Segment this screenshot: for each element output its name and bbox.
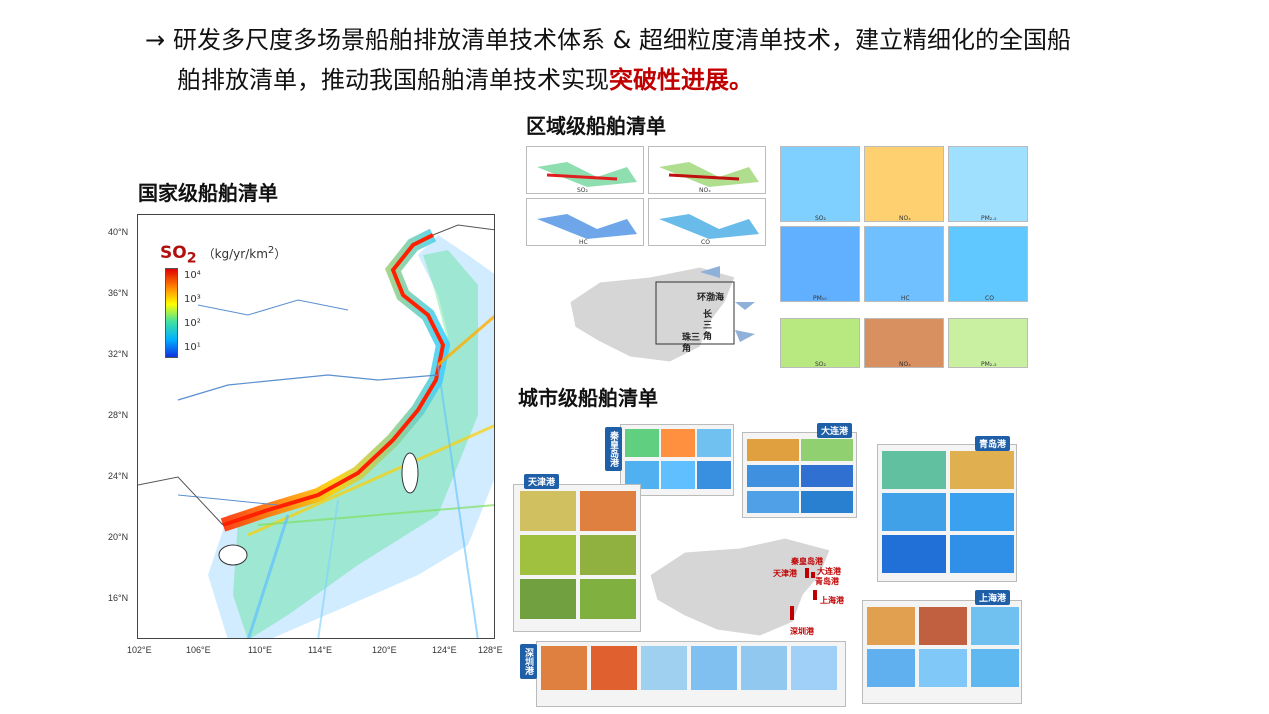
map-label-yrd: 长三角 (703, 310, 713, 342)
city-label-shenzhen: 深圳港 (790, 627, 814, 636)
thumb-label: SO₂ (815, 361, 826, 368)
prd-thumb: NOₓ (864, 318, 944, 368)
lat-label: 20°N (108, 532, 129, 542)
city-title: 城市级船舶清单 (518, 386, 658, 410)
lat-label: 36°N (108, 288, 129, 298)
qingdao-panel (877, 444, 1017, 582)
lon-label: 128°E (478, 645, 503, 655)
arrow-right-icon: → (145, 26, 166, 54)
yrd-thumb: HC (864, 226, 944, 302)
headline-line1: 研发多尺度多场景船舶排放清单技术体系 & 超细粒度清单技术，建立精细化的全国船 (173, 26, 1071, 54)
cbar-tick: 10³ (184, 294, 201, 305)
national-map-svg (138, 224, 494, 638)
thumb-label: SO₂ (577, 187, 588, 194)
bohai-thumb-so2: SO₂ (526, 146, 644, 194)
prd-thumb: PM₂.₅ (948, 318, 1028, 368)
colorbar (165, 268, 178, 358)
city-label-shanghai: 上海港 (820, 596, 844, 605)
cbar-tick: 10² (184, 318, 201, 329)
lon-label: 106°E (186, 645, 211, 655)
shanghai-panel (862, 600, 1022, 704)
dalian-panel (742, 432, 857, 518)
thumb-label: NOₓ (899, 361, 911, 368)
lat-label: 32°N (108, 349, 129, 359)
city-label-tianjin: 天津港 (773, 569, 797, 578)
map-label-bohai: 环渤海 (697, 293, 725, 303)
shenzhen-panel (536, 641, 846, 707)
headline-highlight: 突破性进展。 (609, 66, 753, 94)
city-label-dalian: 大连港 (817, 567, 841, 576)
lat-label: 40°N (108, 227, 129, 237)
thumb-label: PM₂.₅ (981, 215, 997, 222)
headline-line2: 舶排放清单，推动我国船舶清单技术实现 (177, 66, 609, 94)
port-tag-tianjin: 天津港 (524, 474, 560, 489)
thumb-label: CO (701, 239, 710, 246)
lon-label: 114°E (308, 645, 332, 655)
thumb-label: PM₁₀ (813, 295, 827, 302)
port-tag-qingdao: 青岛港 (975, 436, 1011, 451)
thumb-label: HC (901, 295, 910, 302)
cbar-tick: 10¹ (184, 342, 201, 353)
city-china-map (649, 537, 831, 637)
lat-label: 16°N (108, 593, 129, 603)
lat-label: 24°N (108, 471, 129, 481)
thumb-label: SO₂ (815, 215, 826, 222)
pollutant-label: SO (160, 243, 187, 263)
unit-sup: 2 (267, 245, 275, 256)
headline: → 研发多尺度多场景船舶排放清单技术体系 & 超细粒度清单技术，建立精细化的全国船… (145, 20, 1255, 100)
pollutant-sub: 2 (186, 250, 197, 267)
bohai-thumb-nox: NOₓ (648, 146, 766, 194)
lon-label: 120°E (372, 645, 397, 655)
thumb-label: HC (579, 239, 588, 246)
unit-end: ） (274, 247, 287, 261)
lon-label: 102°E (127, 645, 152, 655)
yrd-thumb: PM₂.₅ (948, 146, 1028, 222)
port-tag-shanghai: 上海港 (975, 590, 1011, 605)
yrd-thumb: SO₂ (780, 146, 860, 222)
port-tag-qinhuangdao: 秦皇岛港 (605, 427, 622, 471)
lat-label: 28°N (108, 410, 129, 420)
bohai-thumb-co: CO (648, 198, 766, 246)
port-tag-dalian: 大连港 (817, 423, 853, 438)
regional-title: 区域级船舶清单 (526, 114, 666, 138)
yrd-thumb: NOₓ (864, 146, 944, 222)
regional-china-map (569, 266, 755, 363)
map-label-prd: 珠三角 (682, 333, 701, 354)
city-label-qingdao: 青岛港 (815, 577, 839, 586)
lon-label: 110°E (248, 645, 272, 655)
yrd-thumb: CO (948, 226, 1028, 302)
cbar-tick: 10⁴ (184, 270, 201, 281)
thumb-label: CO (985, 295, 994, 302)
tianjin-panel (513, 484, 641, 632)
city-label-qinhuangdao: 秦皇岛港 (791, 557, 823, 566)
thumb-label: NOₓ (699, 187, 711, 194)
bohai-thumb-hc: HC (526, 198, 644, 246)
unit-label: （kg/yr/km (202, 247, 268, 261)
lon-label: 124°E (432, 645, 457, 655)
prd-thumb: SO₂ (780, 318, 860, 368)
legend-title: SO2 （kg/yr/km2） (160, 243, 286, 266)
national-so2-map (137, 214, 495, 639)
thumb-label: PM₂.₅ (981, 361, 997, 368)
yrd-thumb: PM₁₀ (780, 226, 860, 302)
national-title: 国家级船舶清单 (138, 181, 278, 205)
thumb-label: NOₓ (899, 215, 911, 222)
port-tag-shenzhen: 深圳港 (520, 644, 537, 679)
